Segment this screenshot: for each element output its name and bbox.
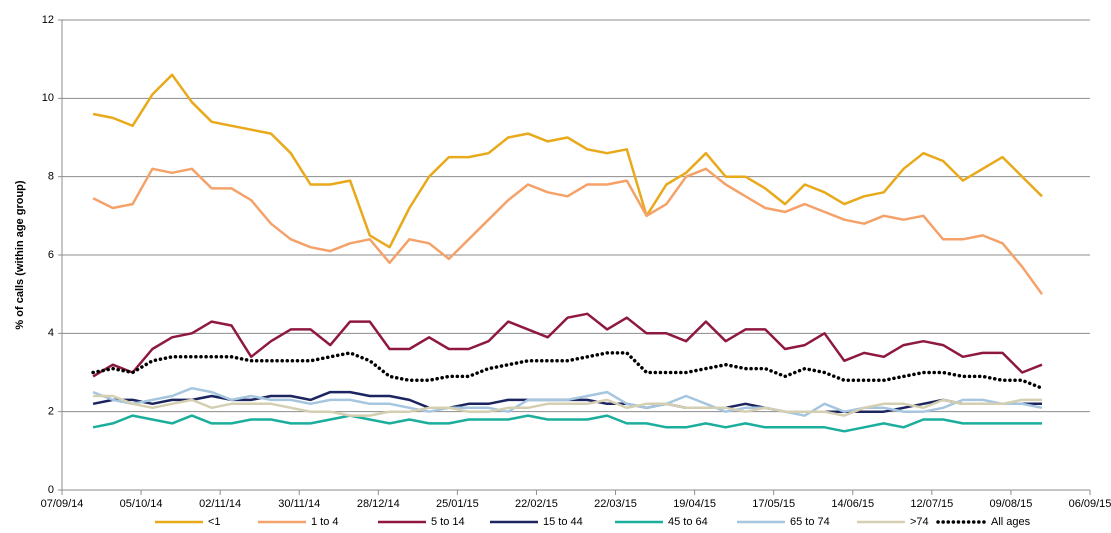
x-tick-label: 02/11/14: [199, 498, 241, 510]
y-axis-title: % of calls (within age group): [14, 180, 26, 329]
legend-label: 15 to 44: [543, 516, 583, 528]
x-tick-label: 30/11/14: [278, 498, 320, 510]
legend-label: All ages: [991, 516, 1031, 528]
y-tick-label: 6: [48, 249, 54, 261]
series-line: [92, 414, 1042, 433]
legend-label: 5 to 14: [431, 516, 465, 528]
legend-label: >74: [910, 516, 929, 528]
x-tick-label: 22/02/15: [515, 498, 558, 510]
x-tick-label: 05/10/14: [120, 498, 163, 510]
y-tick-label: 12: [42, 14, 54, 26]
x-tick-label: 25/01/15: [436, 498, 479, 510]
y-tick-label: 0: [48, 484, 54, 496]
series-line: [92, 167, 1044, 295]
x-tick-label: 12/07/15: [910, 498, 953, 510]
x-tick-label: 06/09/15: [1069, 498, 1111, 510]
legend-label: 45 to 64: [668, 516, 708, 528]
series-line: [92, 386, 1043, 417]
series-line: [93, 394, 1042, 417]
y-tick-label: 4: [48, 327, 54, 339]
x-tick-label: 22/03/15: [594, 498, 637, 510]
legend-label: 65 to 74: [790, 516, 830, 528]
x-tick-label: 17/05/15: [752, 498, 795, 510]
y-tick-label: 10: [42, 92, 54, 104]
x-tick-label: 19/04/15: [673, 498, 716, 510]
series-line: [92, 390, 1042, 413]
legend-label: 1 to 4: [311, 516, 339, 528]
x-tick-label: 09/08/15: [990, 498, 1033, 510]
y-tick-label: 2: [48, 406, 54, 418]
series-line: [91, 351, 1044, 390]
x-tick-label: 28/12/14: [357, 498, 400, 510]
series-line: [92, 73, 1043, 249]
y-tick-label: 8: [48, 171, 54, 183]
x-tick-label: 14/06/15: [831, 498, 874, 510]
x-tick-label: 07/09/14: [41, 498, 84, 510]
series-line: [92, 312, 1043, 378]
legend-label: <1: [208, 516, 221, 528]
